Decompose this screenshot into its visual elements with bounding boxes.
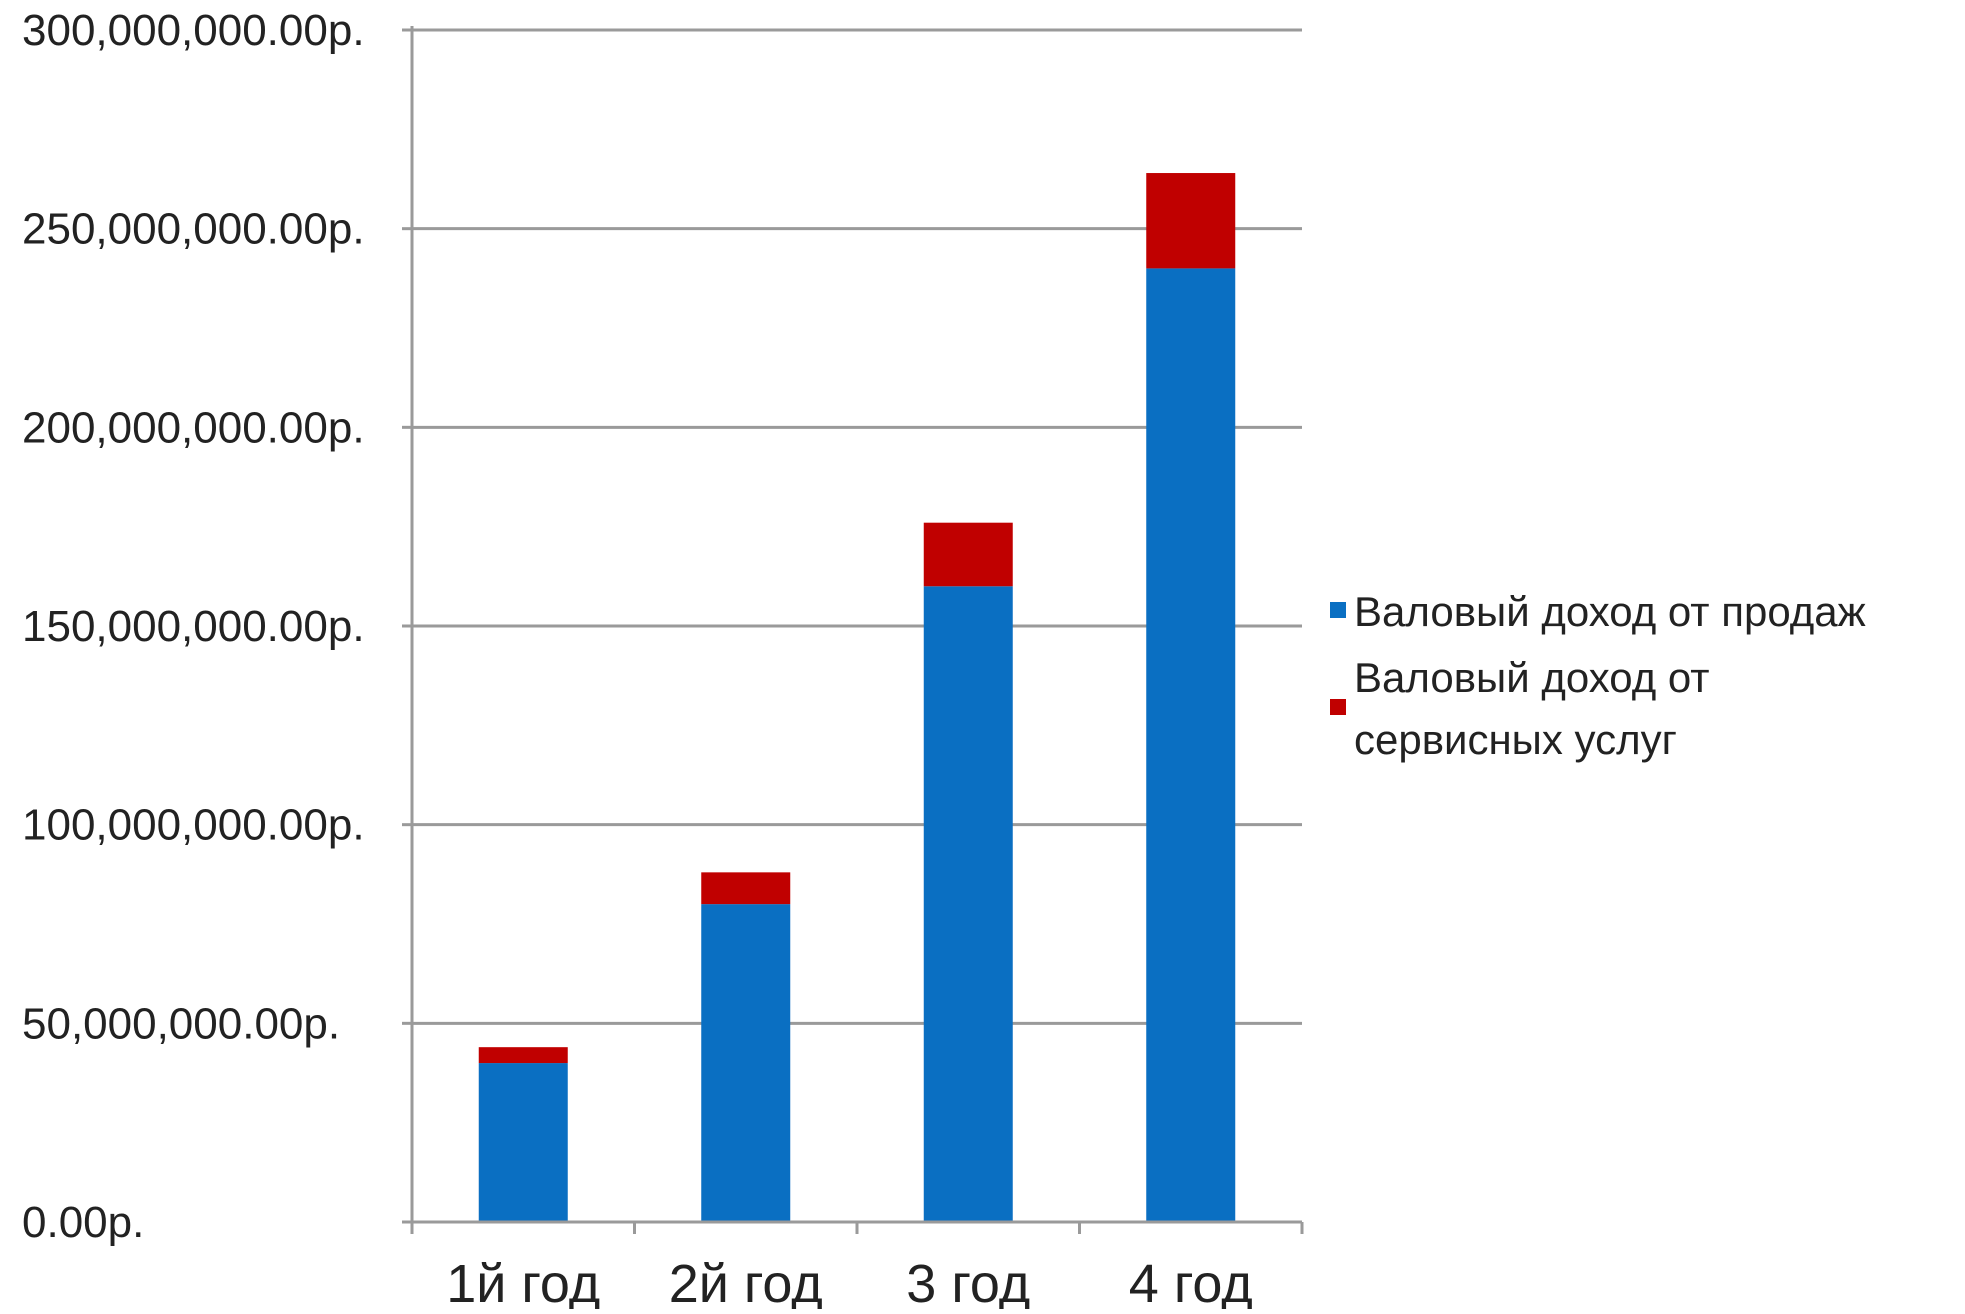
- y-tick-label: 0.00р.: [22, 1198, 144, 1247]
- x-tick-label: 3 год: [906, 1254, 1030, 1309]
- y-tick-label: 100,000,000.00р.: [22, 801, 365, 850]
- y-tick-label: 50,000,000.00р.: [22, 999, 340, 1048]
- y-tick-label: 200,000,000.00р.: [22, 403, 365, 452]
- legend-swatch: [1330, 602, 1346, 618]
- bars: [478, 173, 1236, 1222]
- bar-sales: [923, 586, 1013, 1222]
- y-tick-label: 300,000,000.00р.: [22, 6, 365, 55]
- x-tick-label: 4 год: [1129, 1254, 1253, 1309]
- bar-services: [1146, 173, 1236, 269]
- y-tick-label: 150,000,000.00р.: [22, 602, 365, 651]
- y-tick-labels: 0.00р. 50,000,000.00р. 100,000,000.00р. 150…: [22, 6, 365, 1247]
- y-tick-label: 250,000,000.00р.: [22, 205, 365, 254]
- legend-label: сервисных услуг: [1354, 716, 1677, 763]
- legend: Валовый доход от продаж Валовый доход от с…: [1330, 588, 1866, 763]
- bar-sales: [478, 1063, 568, 1222]
- x-tick-labels: 1й год 2й год 3 год 4 год: [446, 1254, 1253, 1314]
- axes: [402, 26, 1304, 1234]
- bar-sales: [701, 904, 791, 1222]
- x-tick-label: 1й год: [446, 1254, 600, 1309]
- legend-label: Валовый доход от: [1354, 654, 1710, 701]
- legend-swatch: [1330, 699, 1346, 715]
- bar-services: [701, 872, 791, 905]
- legend-label: Валовый доход от продаж: [1354, 588, 1866, 635]
- bar-sales: [1146, 268, 1236, 1222]
- bar-services: [923, 522, 1013, 587]
- bar-services: [478, 1047, 568, 1064]
- x-tick-label: 2й год: [669, 1254, 823, 1309]
